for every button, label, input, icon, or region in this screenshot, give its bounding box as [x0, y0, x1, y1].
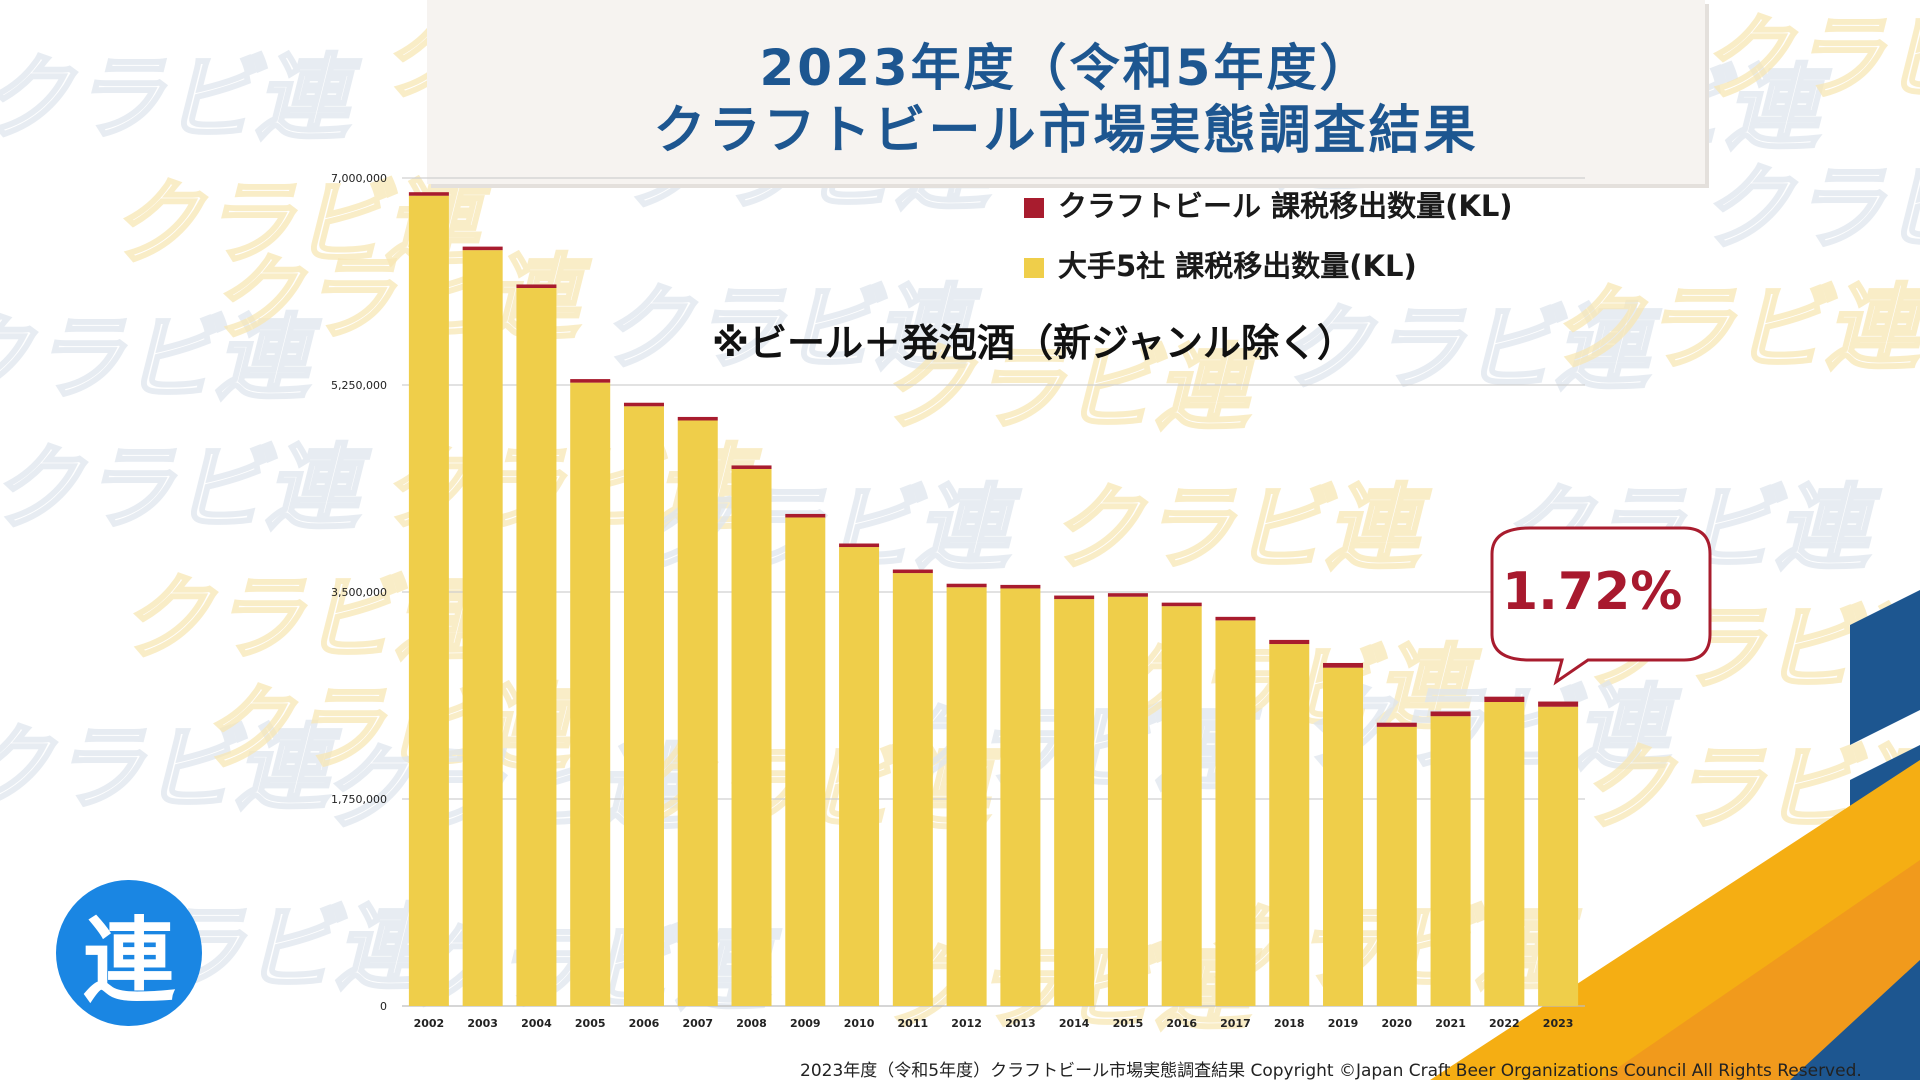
bar-major	[1538, 706, 1579, 1006]
x-tick-label: 2006	[629, 1017, 660, 1030]
x-tick-label: 2023	[1543, 1017, 1574, 1030]
bar-major	[785, 517, 826, 1006]
watermark-text: クラビ連	[0, 305, 321, 412]
callout-bubble	[1490, 526, 1712, 686]
bar-craft	[516, 284, 557, 289]
bar-craft	[731, 465, 772, 469]
title-banner: 2023年度（令和5年度） クラフトビール市場実態調査結果	[427, 0, 1705, 184]
legend-craft: クラフトビール 課税移出数量(KL)	[1024, 183, 1513, 225]
bar-major	[1107, 596, 1148, 1006]
corner-stripe-blue	[1850, 590, 1920, 745]
bar-craft	[892, 569, 933, 574]
x-tick-label: 2008	[736, 1017, 767, 1030]
watermark-text: クラビ連	[0, 435, 371, 542]
legend-swatch-craft	[1024, 198, 1044, 218]
bar-major	[1000, 588, 1041, 1006]
bar-craft	[785, 513, 826, 518]
bar-major	[1323, 667, 1364, 1006]
bar-craft	[839, 543, 880, 548]
x-tick-label: 2009	[790, 1017, 821, 1030]
logo: 連	[56, 880, 202, 1026]
bar-major	[1376, 726, 1417, 1006]
bar-craft	[1000, 584, 1041, 589]
x-tick-label: 2004	[521, 1017, 552, 1030]
bar-major	[946, 587, 987, 1006]
bar-craft	[1538, 701, 1579, 707]
x-tick-label: 2003	[467, 1017, 498, 1030]
bar-major	[731, 468, 772, 1006]
bar-craft	[1215, 616, 1256, 621]
bar-major	[516, 288, 557, 1006]
legend-label-major: 大手5社 課税移出数量(KL)	[1058, 249, 1417, 283]
bar-craft	[1107, 593, 1148, 597]
y-tick-label: 7,000,000	[331, 172, 387, 185]
y-tick-label: 0	[380, 1000, 387, 1013]
x-tick-label: 2010	[844, 1017, 875, 1030]
bar-craft	[1430, 711, 1471, 717]
watermark-text: クラビ連	[1700, 5, 1920, 112]
page-subtitle: クラフトビール市場実態調査結果	[653, 101, 1479, 161]
x-tick-label: 2016	[1166, 1017, 1197, 1030]
bar-major	[1269, 644, 1310, 1006]
x-tick-label: 2002	[414, 1017, 445, 1030]
watermark-text: クラビ連	[1550, 275, 1920, 382]
bar-craft	[1484, 696, 1525, 703]
bar-major	[1484, 702, 1525, 1006]
craft-share-callout: 1.72%	[1502, 562, 1683, 622]
bar-major	[462, 250, 503, 1006]
x-tick-label: 2021	[1435, 1017, 1466, 1030]
bar-major	[1215, 620, 1256, 1006]
bar-craft	[1161, 602, 1202, 607]
copyright-footer: 2023年度（令和5年度）クラフトビール市場実態調査結果 Copyright ©…	[800, 1061, 1862, 1081]
bar-craft	[1269, 639, 1310, 645]
bar-major	[1161, 606, 1202, 1006]
watermark-text: クラビ連	[1050, 475, 1431, 582]
bar-craft	[462, 246, 503, 251]
bar-craft	[1323, 662, 1364, 668]
watermark-text: クラビ連	[880, 335, 1261, 442]
bar-major	[892, 573, 933, 1006]
corner-stripe-blue	[1790, 960, 1920, 1080]
bar-craft	[623, 402, 664, 407]
bar-craft	[677, 416, 718, 421]
bar-major	[1430, 716, 1471, 1006]
y-tick-label: 1,750,000	[331, 793, 387, 806]
bar-major	[1054, 599, 1095, 1006]
bar-craft	[1376, 722, 1417, 727]
chart-note: ※ビール＋発泡酒（新ジャンル除く）	[712, 321, 1356, 365]
x-tick-label: 2019	[1328, 1017, 1359, 1030]
watermark-text: クラビ連	[600, 275, 981, 382]
bar-craft	[946, 583, 987, 588]
x-tick-label: 2011	[898, 1017, 929, 1030]
x-tick-label: 2014	[1059, 1017, 1090, 1030]
x-tick-label: 2017	[1220, 1017, 1251, 1030]
x-tick-label: 2015	[1113, 1017, 1144, 1030]
bar-major	[570, 382, 611, 1006]
x-tick-label: 2007	[682, 1017, 713, 1030]
x-tick-label: 2022	[1489, 1017, 1520, 1030]
y-tick-label: 5,250,000	[331, 379, 387, 392]
bar-craft	[570, 379, 611, 383]
bar-major	[408, 195, 449, 1006]
legend-label-craft: クラフトビール 課税移出数量(KL)	[1058, 189, 1513, 223]
legend-swatch-major	[1024, 258, 1044, 278]
bar-craft	[1054, 595, 1095, 600]
x-tick-label: 2005	[575, 1017, 606, 1030]
bar-major	[623, 406, 664, 1006]
bar-craft	[408, 192, 449, 196]
watermark-text: クラビ連	[0, 45, 361, 152]
y-tick-label: 3,500,000	[331, 586, 387, 599]
x-tick-label: 2020	[1381, 1017, 1412, 1030]
page-title: 2023年度（令和5年度）	[759, 39, 1373, 97]
watermark-text: クラビ連	[1700, 155, 1920, 262]
bar-major	[839, 547, 880, 1006]
bar-major	[677, 420, 718, 1006]
x-tick-label: 2012	[951, 1017, 982, 1030]
corner-stripe-orange	[1600, 860, 1920, 1080]
legend-major: 大手5社 課税移出数量(KL)	[1024, 243, 1417, 285]
watermark-text: クラビ連	[0, 715, 341, 822]
x-tick-label: 2018	[1274, 1017, 1305, 1030]
x-tick-label: 2013	[1005, 1017, 1036, 1030]
